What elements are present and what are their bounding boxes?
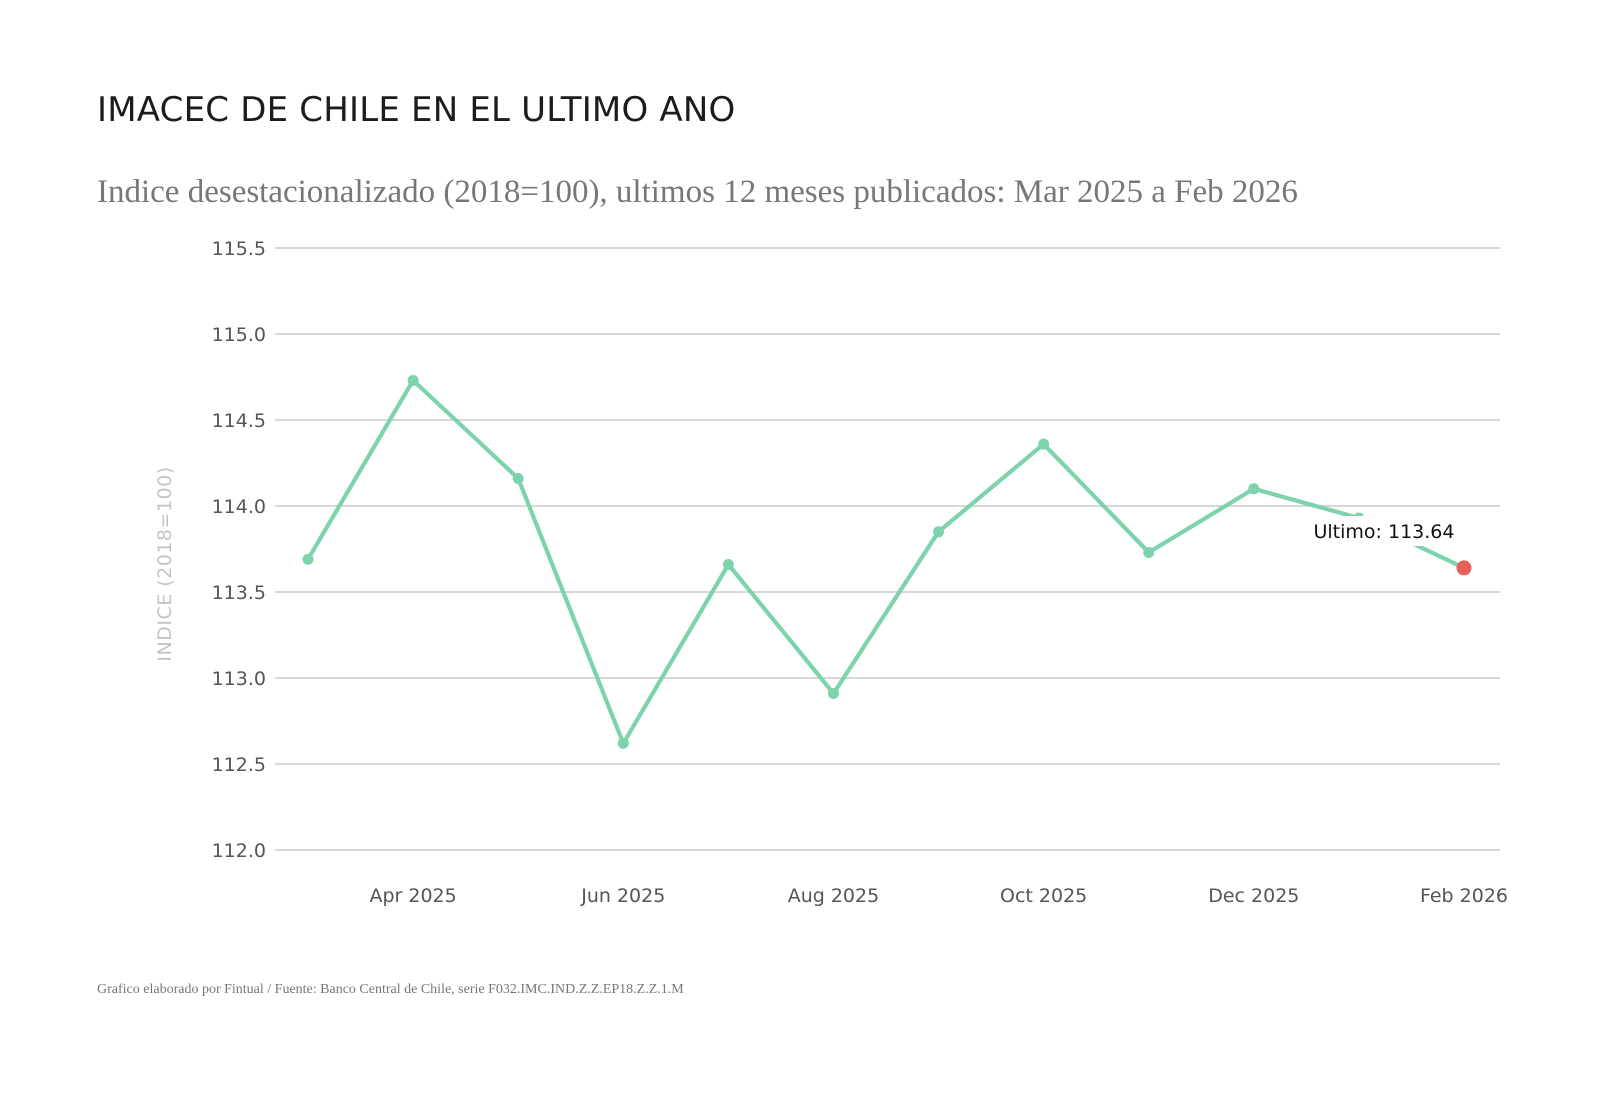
data-point	[933, 526, 945, 538]
data-point	[1038, 438, 1050, 450]
y-tick-label: 113.0	[212, 668, 266, 690]
data-point	[1143, 546, 1155, 558]
data-point	[722, 558, 734, 570]
data-point	[407, 374, 419, 386]
y-tick-label: 112.5	[212, 754, 266, 776]
y-tick-label: 115.5	[212, 238, 266, 260]
x-tick-label: Jun 2025	[580, 885, 665, 907]
series-imacec	[302, 374, 1472, 749]
y-tick-label: 115.0	[212, 324, 266, 346]
y-axis-ticks: 112.0 112.5 113.0 113.5 114.0 114.5 115.0 115.5	[212, 238, 266, 862]
source-footnote: Grafico elaborado por Fintual / Fuente: …	[97, 982, 684, 997]
data-point	[1248, 483, 1260, 495]
y-axis-label: INDICE (2018=100)	[154, 466, 176, 661]
y-tick-label: 114.0	[212, 496, 266, 518]
data-point	[512, 472, 524, 484]
x-tick-label: Feb 2026	[1420, 885, 1508, 907]
annotation-background	[1308, 516, 1462, 546]
chart-title: IMACEC DE CHILE EN EL ULTIMO ANO	[97, 90, 736, 130]
last-data-point	[1456, 560, 1472, 576]
y-tick-label: 114.5	[212, 410, 266, 432]
gridlines	[275, 247, 1500, 851]
data-point	[302, 553, 314, 565]
data-point	[827, 687, 839, 699]
y-tick-label: 112.0	[212, 840, 266, 862]
x-axis-ticks: Apr 2025 Jun 2025 Aug 2025 Oct 2025 Dec 2025…	[369, 885, 1508, 907]
chart-subtitle: Indice desestacionalizado (2018=100), ul…	[97, 174, 1298, 210]
data-point	[617, 737, 629, 749]
last-value-annotation: Ultimo: 113.64	[1308, 516, 1462, 546]
x-tick-label: Dec 2025	[1208, 885, 1299, 907]
x-tick-label: Oct 2025	[1000, 885, 1087, 907]
y-tick-label: 113.5	[212, 582, 266, 604]
annotation-label: Ultimo: 113.64	[1314, 521, 1455, 543]
x-tick-label: Apr 2025	[369, 885, 456, 907]
series-line	[305, 378, 1467, 746]
x-tick-label: Aug 2025	[788, 885, 880, 907]
